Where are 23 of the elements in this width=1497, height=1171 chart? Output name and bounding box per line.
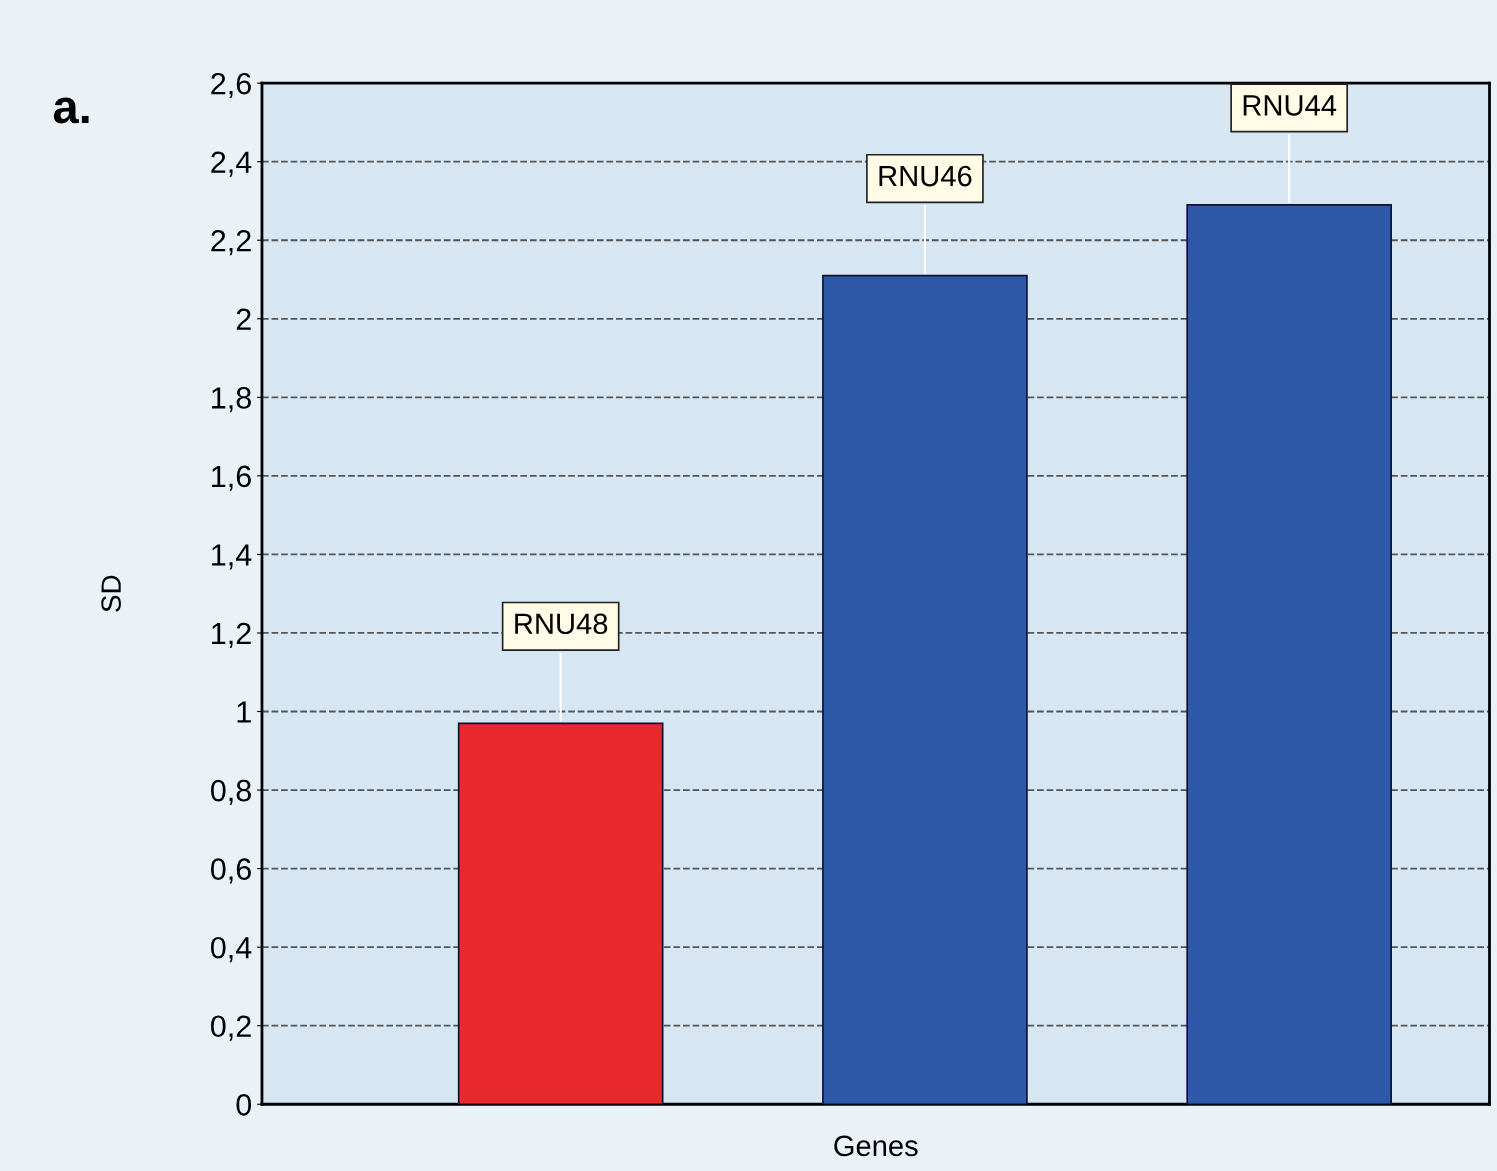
bar — [822, 274, 1028, 1105]
x-axis-title: Genes — [834, 1135, 918, 1157]
x-tick-label: RNU46 — [879, 165, 972, 187]
y-tick-label: 2 — [236, 308, 251, 330]
y-tick-label: 1 — [237, 701, 251, 723]
chart-title: a. — [53, 97, 89, 124]
y-tick-label: 1,2 — [212, 622, 251, 648]
y-tick-label: 1,8 — [212, 387, 251, 413]
y-tick-label: 0,4 — [210, 936, 252, 963]
y-tick-label: 0 — [236, 1093, 252, 1116]
y-tick-label: 0,6 — [210, 858, 251, 884]
y-tick-label: 0,8 — [210, 779, 251, 806]
bar — [1186, 204, 1393, 1105]
y-tick-label: 2,2 — [211, 229, 251, 256]
y-tick-label: 2,4 — [211, 151, 252, 177]
x-tick-label: RNU44 — [1243, 95, 1337, 116]
y-axis-title: SD — [101, 575, 121, 612]
y-tick-label: 0,2 — [210, 1015, 251, 1041]
y-tick-label: 1,6 — [212, 465, 251, 491]
y-tick-label: 1,4 — [212, 544, 252, 570]
bar — [457, 722, 664, 1105]
y-tick-label: 2,6 — [211, 72, 251, 99]
x-tick-label: RNU48 — [515, 613, 608, 635]
